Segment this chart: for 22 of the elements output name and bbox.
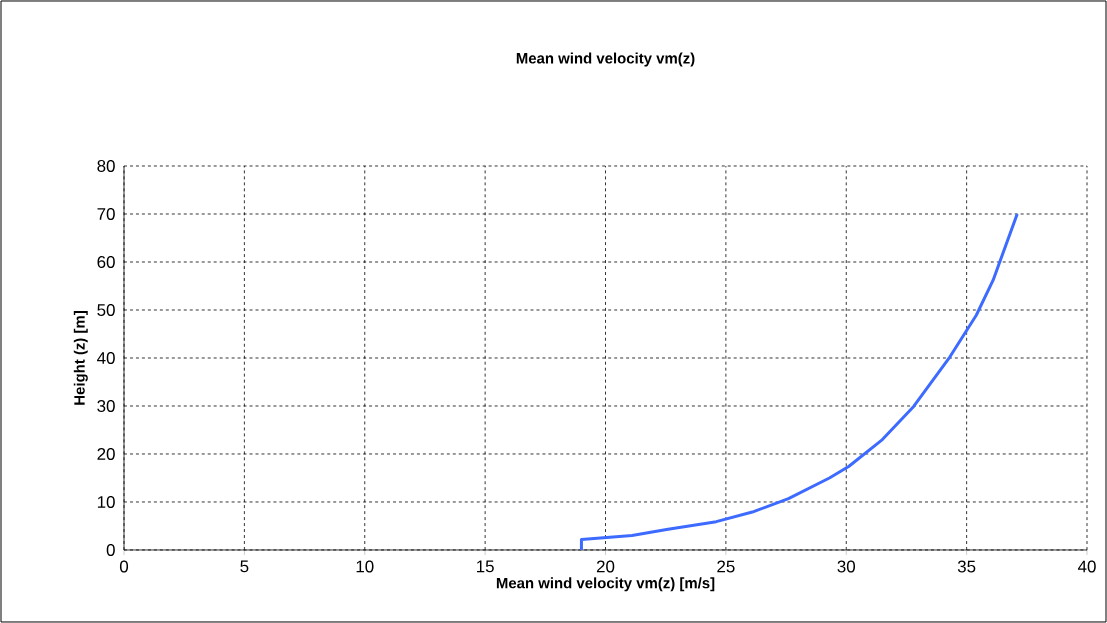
x-tick-label: 15 (477, 560, 494, 573)
y-tick-label: 60 (97, 255, 115, 268)
x-tick-label: 35 (957, 560, 976, 573)
line-series (579, 212, 1019, 552)
x-tick-label: 25 (717, 560, 735, 573)
y-tick-label: 50 (97, 303, 115, 316)
x-tick-label: 40 (1077, 560, 1096, 573)
x-tick-label: 10 (356, 560, 374, 573)
chart-title: Mean wind velocity vm(z) (516, 52, 695, 67)
y-axis-title: Height (z) [m] (73, 311, 88, 405)
x-axis-title: Mean wind velocity vm(z) [m/s] (496, 577, 715, 592)
y-tick-label: 70 (97, 207, 115, 220)
y-tick-label: 20 (97, 447, 115, 460)
y-tick-label: 30 (97, 399, 115, 412)
x-tick-label: 0 (119, 560, 129, 573)
y-tick-label: 80 (97, 159, 115, 172)
y-tick-label: 10 (97, 495, 115, 508)
x-tick-label: 20 (596, 560, 615, 573)
x-tick-label: 5 (240, 560, 249, 573)
x-tick-label: 30 (837, 560, 856, 573)
y-tick-label: 0 (106, 543, 115, 556)
y-tick-label: 40 (97, 351, 115, 364)
